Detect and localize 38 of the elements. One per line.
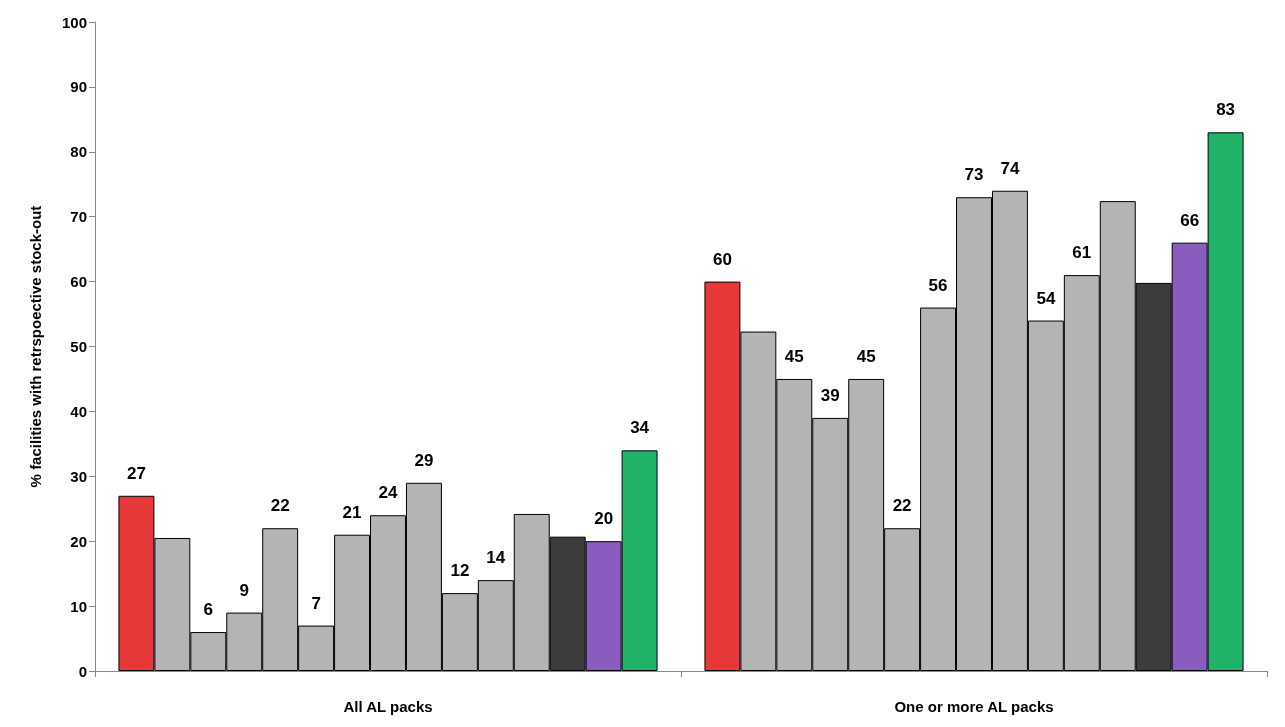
data-label: 29	[414, 450, 434, 470]
y-tick-label: 80	[70, 143, 87, 161]
y-tick-label: 10	[70, 597, 87, 615]
data-label: 34	[630, 418, 650, 438]
data-label: 54	[1036, 288, 1056, 308]
y-tick-label: 70	[70, 208, 87, 226]
data-label: 20	[594, 509, 614, 529]
data-label: 22	[892, 496, 912, 516]
data-label: 21	[342, 502, 362, 522]
data-label: 83	[1216, 100, 1236, 120]
data-label: 12	[450, 561, 470, 581]
data-label: 24	[378, 483, 398, 503]
y-axis-title: % facilities with retrspoective stock-out	[27, 205, 44, 488]
y-tick-label: 60	[70, 273, 87, 291]
data-label: 22	[270, 496, 290, 516]
y-tick-label: 0	[78, 662, 87, 680]
y-tick-label: 30	[70, 467, 87, 485]
data-label: 73	[964, 165, 984, 185]
y-tick-label: 100	[61, 13, 87, 31]
x-tick-label: One or more AL packs	[894, 698, 1054, 715]
data-label: 45	[856, 346, 876, 366]
y-tick-label: 50	[70, 338, 87, 355]
data-label: 61	[1072, 243, 1092, 263]
data-label: 56	[928, 275, 948, 295]
data-label: 45	[784, 346, 804, 366]
data-label: 9	[239, 580, 249, 600]
data-label: 60	[712, 249, 732, 269]
y-tick-label: 40	[70, 402, 87, 420]
data-label: 7	[311, 593, 321, 613]
data-label: 6	[203, 600, 214, 620]
x-tick-label: All AL packs	[343, 698, 433, 715]
data-label: 14	[486, 548, 506, 568]
data-label: 27	[126, 463, 146, 483]
data-label: 66	[1180, 210, 1200, 230]
y-tick-label: 20	[70, 532, 87, 550]
y-tick-label: 90	[70, 78, 87, 96]
data-label: 39	[820, 385, 840, 405]
data-label: 74	[1000, 158, 1020, 178]
